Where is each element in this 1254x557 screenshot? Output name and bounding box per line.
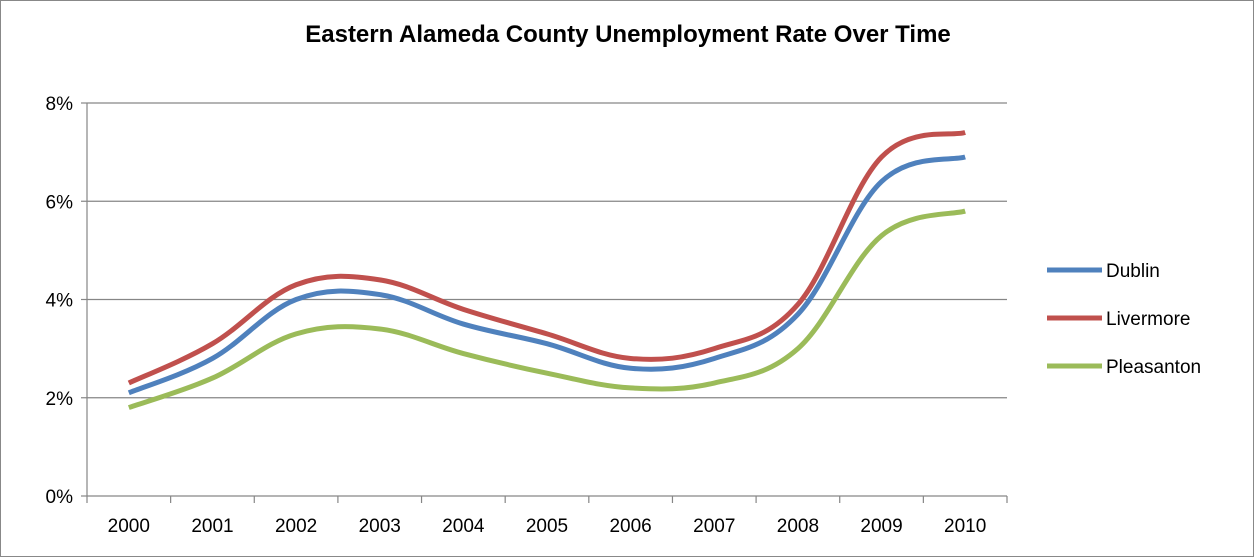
x-tick-label: 2007 (693, 516, 735, 537)
y-tick-label: 6% (46, 192, 74, 213)
y-tick-label: 8% (46, 94, 74, 115)
series-line-dublin (127, 154, 966, 396)
legend-label: Livermore (1106, 309, 1190, 330)
legend-label: Pleasanton (1106, 357, 1201, 378)
y-tick-label: 2% (46, 389, 74, 410)
x-tick-label: 2003 (359, 516, 401, 537)
chart-title: Eastern Alameda County Unemployment Rate… (305, 21, 951, 48)
x-tick-label: 2001 (191, 516, 233, 537)
x-tick-label: 2009 (860, 516, 902, 537)
legend: Dublin Livermore Pleasanton (1047, 261, 1201, 378)
x-tick-label: 2006 (609, 516, 651, 537)
x-tick-label: 2005 (526, 516, 568, 537)
series-lines (127, 130, 966, 410)
x-tick-label: 2008 (777, 516, 819, 537)
y-tick-label: 0% (46, 487, 74, 508)
x-tick-label: 2000 (108, 516, 150, 537)
series-line-livermore (127, 130, 966, 386)
series-line-pleasanton (127, 208, 966, 410)
x-tick-label: 2004 (442, 516, 485, 537)
y-tick-label: 4% (46, 291, 74, 312)
legend-label: Dublin (1106, 261, 1160, 282)
axes: 0% 2% 4% 6% 8% 2000 2001 2002 2003 2004 2005 2006 20… (46, 94, 1008, 537)
x-tick-label: 2010 (944, 516, 986, 537)
x-tick-label: 2002 (275, 516, 317, 537)
